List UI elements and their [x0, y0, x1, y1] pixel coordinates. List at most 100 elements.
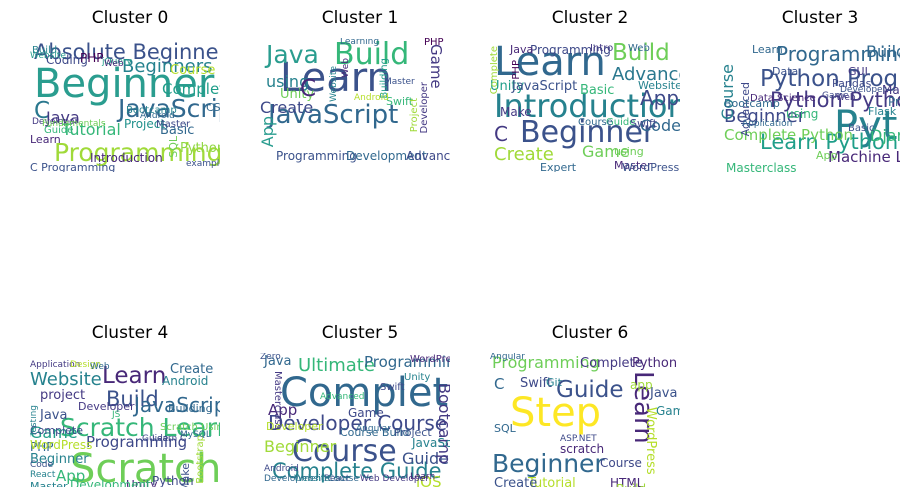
word-cloud-word: PHP: [30, 440, 54, 454]
word-cloud-word: Guide: [44, 125, 74, 136]
word-cloud-word: Scratch Using: [160, 422, 220, 433]
word-cloud-word: app: [630, 378, 653, 392]
panel-title: Cluster 4: [91, 323, 169, 343]
word-cloud-word: Learning: [340, 38, 380, 47]
word-cloud-word: Bootcamp: [724, 97, 780, 110]
cluster-panel: Cluster 3 Python Python ProgrammingPython …: [710, 10, 900, 175]
word-cloud-word: jQuery: [102, 57, 132, 67]
word-cloud: Learn Build Java JavaScript using Create App Un…: [260, 38, 450, 172]
cluster-panel: Cluster 1 Learn Build Java JavaScript using Cr…: [250, 10, 470, 175]
word-cloud-word: Flask: [868, 105, 897, 118]
word-cloud-word: Angular: [356, 424, 391, 434]
word-cloud-word: Learn: [102, 363, 167, 389]
word-cloud-word: Swift: [386, 95, 414, 108]
word-cloud-word: Programming: [530, 43, 611, 57]
word-cloud-word: Learn: [280, 55, 392, 101]
panel-title: Cluster 3: [781, 8, 859, 28]
word-cloud-word: WordPress: [410, 354, 450, 365]
word-cloud-word: Project: [394, 426, 432, 439]
word-cloud-word: Data Science: [750, 93, 816, 104]
word-cloud-word: WordPress: [643, 407, 658, 475]
word-cloud-word: Web: [104, 59, 124, 69]
word-cloud-word: Angular: [490, 353, 525, 362]
word-cloud-word: Create: [494, 476, 538, 487]
word-cloud-word: JS: [112, 410, 121, 420]
cluster-panel: Cluster 0 Absolute Beginner Beginner JavaSc…: [20, 10, 240, 175]
panel-title: Cluster 2: [551, 8, 629, 28]
word-cloud-word: Make: [179, 463, 192, 487]
word-cloud-word: Java: [46, 108, 80, 127]
word-cloud-word: Basic: [848, 123, 875, 134]
word-cloud-word: Course: [170, 63, 216, 78]
word-cloud-word: WordPress: [622, 161, 680, 172]
word-cloud-word: Android: [140, 111, 175, 121]
word-cloud-word: Learn: [752, 43, 783, 56]
word-cloud-word: Master: [614, 159, 652, 172]
word-cloud-word: C: [34, 98, 51, 124]
word-cloud-word: Pandas: [832, 77, 872, 90]
word-cloud-word: Guide: [556, 377, 624, 403]
word-cloud-word: Python Programming: [760, 66, 900, 92]
word-cloud-word: Development: [70, 478, 151, 487]
word-cloud-word: Master: [882, 83, 900, 97]
word-cloud-word: MySQL: [180, 430, 211, 440]
word-cloud-word: Bootcamp: [126, 105, 177, 116]
word-cloud-word: Unity: [490, 79, 525, 94]
word-cloud-word: Make: [500, 105, 532, 119]
cluster-panel: Cluster 6 Step Learn Beginner Guide Programmi…: [480, 325, 700, 490]
word-cloud-word: Beginner: [724, 106, 806, 127]
word-cloud-word: Unity: [126, 478, 158, 487]
word-cloud-word: Course Build: [340, 426, 410, 439]
word-cloud-word: Advanced: [406, 149, 450, 163]
word-cloud-word: Web: [341, 58, 351, 78]
word-cloud-word: Scratch Learn: [60, 413, 220, 442]
word-cloud-word: examples: [186, 159, 220, 169]
word-cloud-word: App: [640, 86, 680, 110]
word-cloud-word: Master: [30, 480, 68, 487]
word-cloud-word: Beginner: [30, 452, 89, 467]
word-cloud-word: using: [786, 107, 819, 121]
word-cloud-word: React: [30, 470, 56, 480]
word-cloud-word: Python: [632, 356, 678, 371]
word-cloud-word: Learn: [494, 39, 606, 85]
word-cloud-word: HTML: [610, 476, 644, 487]
word-cloud-word: WordPress: [30, 438, 93, 452]
word-cloud-word: Bootcamp: [435, 383, 450, 465]
word-cloud-word: Zero: [260, 353, 281, 362]
word-cloud-word: Course: [292, 434, 397, 469]
word-cloud-word: Programming: [54, 138, 220, 167]
word-cloud-word: Python: [152, 474, 194, 487]
word-cloud-word: iOS: [416, 473, 442, 488]
word-cloud-word: Introduction: [494, 87, 680, 125]
word-cloud-word: Website: [30, 51, 66, 61]
word-cloud-word: JavaScript: [268, 100, 399, 130]
word-cloud-word: Complete: [490, 46, 500, 95]
cluster-panel: Cluster 2 Learn Introduction Beginner Build A…: [480, 10, 700, 175]
word-cloud-word: Building: [168, 402, 213, 415]
word-cloud-word: Python Python: [770, 88, 900, 112]
word-cloud-word: Create: [170, 362, 214, 377]
word-cloud-word: C: [300, 76, 317, 102]
word-cloud-word: Developer: [419, 82, 430, 134]
word-cloud-word: Swift: [630, 117, 658, 130]
word-cloud-word: SQL: [167, 136, 180, 158]
word-cloud-word: Application: [742, 119, 793, 129]
word-cloud-word: Complete Python: [724, 126, 854, 144]
word-cloud-word: Fundamentals: [42, 119, 106, 129]
panel-title: Cluster 1: [321, 8, 399, 28]
word-cloud-word: Build: [616, 483, 646, 487]
word-cloud-word: Complete: [30, 424, 84, 437]
word-cloud-word: Absolute Beginner: [34, 40, 220, 64]
word-cloud-word: C Programming: [30, 161, 116, 172]
word-cloud-word: Programming: [776, 42, 900, 66]
word-cloud-word: Complete Guide: [272, 459, 442, 483]
word-cloud-word: SQL: [494, 422, 516, 435]
word-cloud: Step Learn Beginner Guide Programming Complet…: [490, 353, 680, 487]
word-cloud-word: Developer: [266, 420, 323, 433]
word-cloud-word: Web: [90, 362, 110, 372]
word-cloud-word: Master: [156, 119, 191, 130]
word-cloud-word: Beginner: [264, 437, 337, 456]
word-cloud-word: Ultimate: [298, 355, 375, 376]
word-cloud-word: Beginner: [492, 449, 605, 478]
